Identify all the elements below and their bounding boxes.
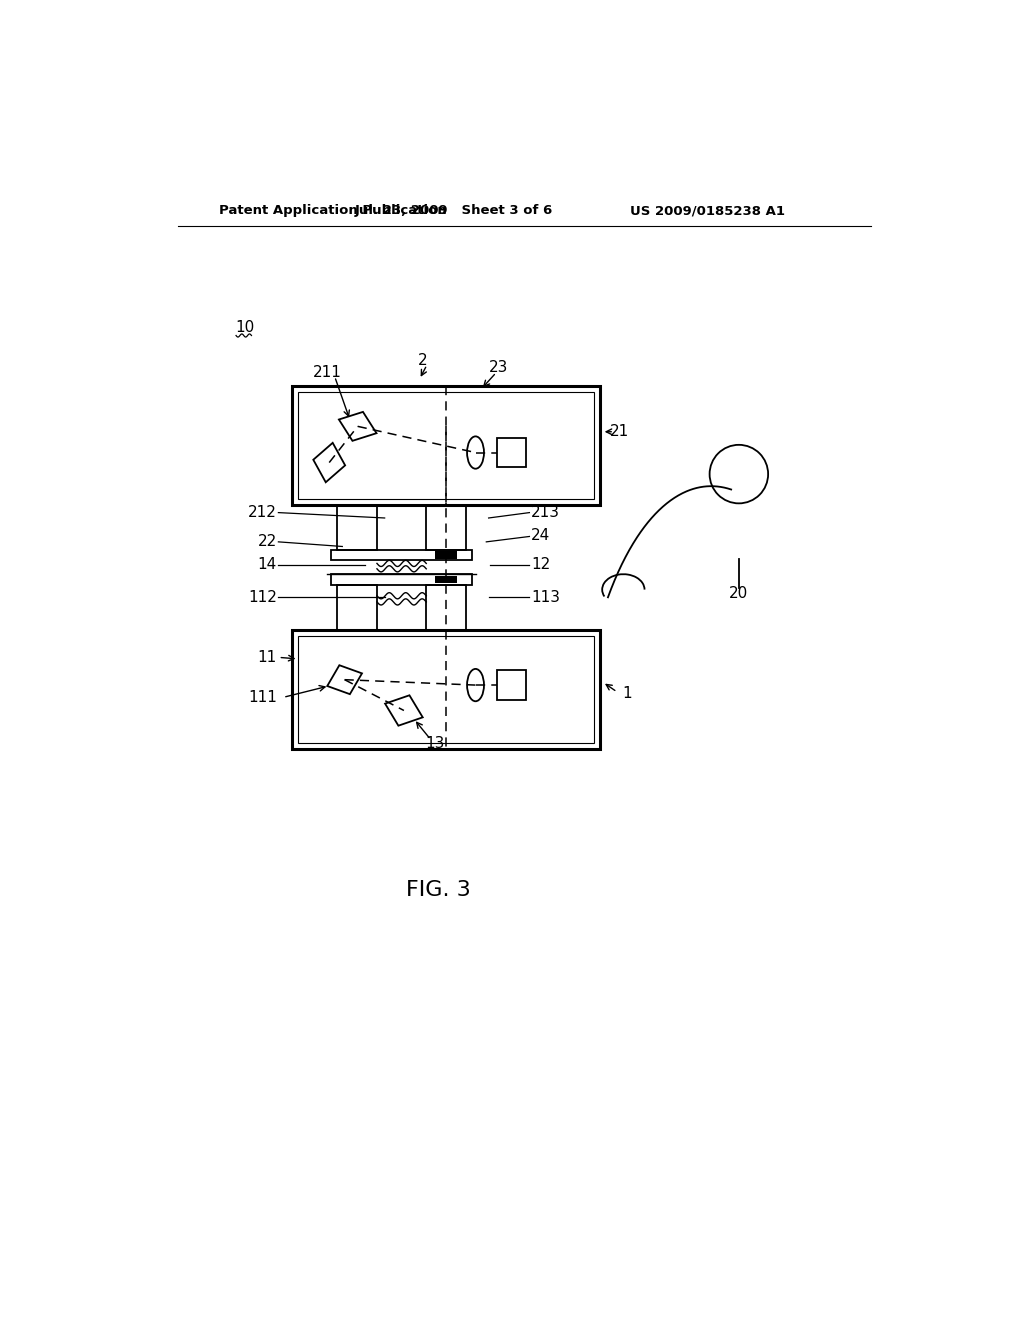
Text: 24: 24: [531, 528, 550, 544]
Text: 212: 212: [248, 506, 276, 520]
Text: 10: 10: [234, 321, 254, 335]
Text: 111: 111: [248, 690, 276, 705]
Text: 22: 22: [258, 535, 276, 549]
Text: 11: 11: [258, 649, 276, 665]
Text: 21: 21: [610, 424, 629, 440]
Text: 13: 13: [425, 737, 444, 751]
Text: US 2009/0185238 A1: US 2009/0185238 A1: [630, 205, 784, 218]
Text: 113: 113: [531, 590, 560, 605]
Text: 213: 213: [531, 506, 560, 520]
Text: 14: 14: [258, 557, 276, 573]
Text: FIG. 3: FIG. 3: [407, 880, 471, 900]
Text: Jul. 23, 2009   Sheet 3 of 6: Jul. 23, 2009 Sheet 3 of 6: [355, 205, 553, 218]
Text: 112: 112: [248, 590, 276, 605]
Polygon shape: [435, 576, 457, 583]
Text: 12: 12: [531, 557, 550, 573]
Text: 1: 1: [622, 686, 632, 701]
Text: 23: 23: [488, 360, 508, 375]
Text: 20: 20: [729, 586, 749, 601]
Text: Patent Application Publication: Patent Application Publication: [219, 205, 446, 218]
Text: 2: 2: [419, 354, 428, 368]
Text: 211: 211: [312, 364, 341, 380]
Polygon shape: [435, 552, 457, 558]
